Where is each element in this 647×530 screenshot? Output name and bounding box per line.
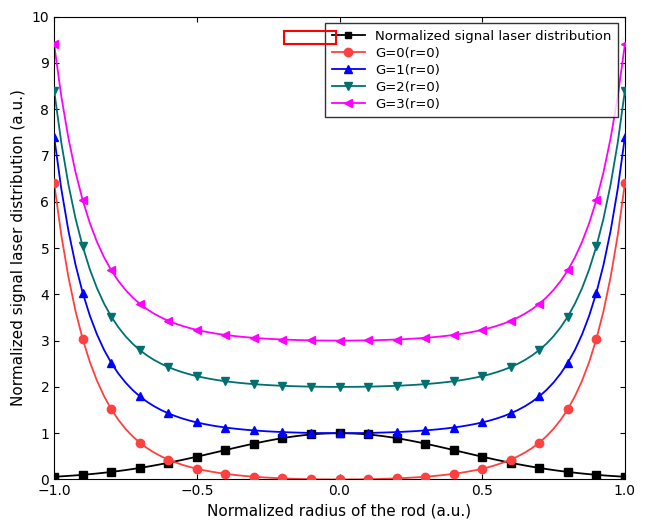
Legend: Normalized signal laser distribution, G=0(r=0), G=1(r=0), G=2(r=0), G=3(r=0): Normalized signal laser distribution, G=…	[325, 23, 619, 117]
Bar	[285, 31, 336, 44]
X-axis label: Normalized radius of the rod (a.u.): Normalized radius of the rod (a.u.)	[208, 504, 472, 519]
Y-axis label: Normalized signal laser distribution (a.u.): Normalized signal laser distribution (a.…	[11, 90, 26, 407]
